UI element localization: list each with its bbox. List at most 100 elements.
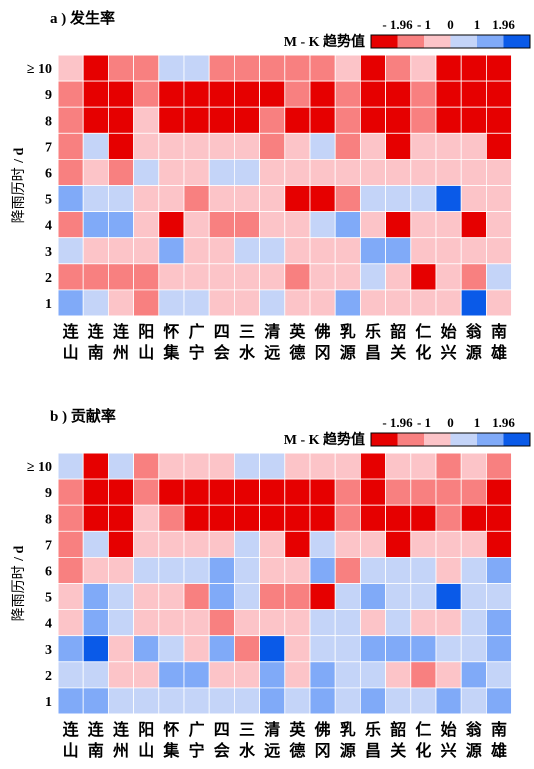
heatmap-cell xyxy=(334,687,361,715)
y-tick-label: ≥ 10 xyxy=(27,460,52,475)
legend-frame xyxy=(370,34,531,49)
y-axis-label: 降雨历时 / d xyxy=(11,147,27,223)
heatmap-cell xyxy=(208,132,235,160)
x-tick-label: 仁 xyxy=(415,720,431,739)
heatmap-cell xyxy=(309,289,336,317)
y-tick-label: 1 xyxy=(45,695,52,710)
heatmap-cell xyxy=(435,478,462,506)
heatmap-cell xyxy=(284,609,311,637)
heatmap-cell xyxy=(158,583,185,611)
heatmap-cell xyxy=(410,158,437,186)
heatmap-cell xyxy=(309,687,336,715)
heatmap-cell xyxy=(108,530,135,558)
heatmap-cell xyxy=(485,635,512,663)
x-tick-label: 集 xyxy=(162,741,180,760)
x-tick-label: 乐 xyxy=(365,322,381,341)
heatmap-cell xyxy=(435,530,462,558)
grid-frame xyxy=(57,54,513,317)
heatmap-cell xyxy=(208,237,235,265)
heatmap-cell xyxy=(208,687,235,715)
heatmap-cell xyxy=(385,54,412,82)
heatmap-cell xyxy=(133,80,160,108)
heatmap-cell xyxy=(410,504,437,532)
heatmap-panel-b: b ) 贡献率 - 1.96 - 1 0 1 1.96 M - K 趋势值 ≥ 10 9 8 7 6 5… xyxy=(11,407,531,760)
x-tick-label: 冈 xyxy=(315,741,331,760)
heatmap-cell xyxy=(133,263,160,291)
x-tick-label: 南 xyxy=(491,322,507,341)
heatmap-cell xyxy=(435,106,462,134)
heatmap-cell xyxy=(485,452,512,480)
x-tick-label: 清 xyxy=(264,322,280,341)
panel-title: a ) 发生率 xyxy=(50,9,115,27)
heatmap-cell xyxy=(158,661,185,689)
y-axis-label: 降雨历时 / d xyxy=(11,545,27,621)
x-tick-label: 四 xyxy=(214,322,230,341)
heatmap-cell xyxy=(485,504,512,532)
heatmap-cell xyxy=(183,211,210,239)
heatmap-cell xyxy=(108,132,135,160)
x-tick-label: 宁 xyxy=(189,343,205,362)
heatmap-cell xyxy=(233,530,260,558)
x-tick-label: 乳 xyxy=(340,720,356,739)
heatmap-cell xyxy=(410,635,437,663)
heatmap-cell xyxy=(284,557,311,584)
heatmap-cell xyxy=(183,158,210,186)
heatmap-cell xyxy=(385,263,412,291)
heatmap-cell xyxy=(108,158,135,186)
heatmap-cell xyxy=(158,158,185,186)
heatmap-cell xyxy=(208,211,235,239)
heatmap-cell xyxy=(133,185,160,213)
heatmap-cell xyxy=(284,635,311,663)
heatmap-cell xyxy=(435,452,462,480)
heatmap-cell xyxy=(233,452,260,480)
heatmap-cell xyxy=(82,452,109,480)
legend-tick-label: - 1.96 xyxy=(382,415,413,430)
heatmap-cell xyxy=(410,211,437,239)
heatmap-cell xyxy=(309,530,336,558)
heatmap-cell xyxy=(208,452,235,480)
heatmap-cell xyxy=(57,583,84,611)
heatmap-cell xyxy=(334,635,361,663)
heatmap-cell xyxy=(158,635,185,663)
x-tick-label: 怀 xyxy=(163,720,179,739)
heatmap-cell xyxy=(359,557,386,584)
heatmap-cell xyxy=(309,583,336,611)
heatmap-cell xyxy=(82,106,109,134)
heatmap-cell xyxy=(233,211,260,239)
heatmap-cell xyxy=(309,80,336,108)
y-tick-label: 5 xyxy=(45,591,52,606)
heatmap-cell xyxy=(309,661,336,689)
legend-swatch xyxy=(450,433,477,446)
heatmap-cell xyxy=(82,609,109,637)
y-tick-label: 4 xyxy=(45,219,52,234)
heatmap-cell xyxy=(309,557,336,584)
heatmap-cell xyxy=(410,687,437,715)
heatmap-cell xyxy=(334,478,361,506)
heatmap-cell xyxy=(410,583,437,611)
heatmap-cell xyxy=(82,211,109,239)
heatmap-cell xyxy=(259,211,286,239)
legend-title-cjk: 趋势值 xyxy=(323,431,365,448)
heatmap-cell xyxy=(57,687,84,715)
heatmap-cell xyxy=(435,132,462,160)
heatmap-cell xyxy=(259,609,286,637)
heatmap-cell xyxy=(133,158,160,186)
heatmap-cell xyxy=(485,80,512,108)
heatmap-cell xyxy=(57,237,84,265)
heatmap-cell xyxy=(82,289,109,317)
heatmap-cell xyxy=(334,557,361,584)
x-tick-label: 四 xyxy=(214,720,230,739)
heatmap-cell xyxy=(410,185,437,213)
heatmap-cell xyxy=(133,289,160,317)
heatmap-cell xyxy=(57,557,84,584)
x-tick-label: 连 xyxy=(113,720,130,739)
x-tick-label: 德 xyxy=(289,343,305,362)
heatmap-cell xyxy=(233,185,260,213)
heatmap-cell xyxy=(435,635,462,663)
x-tick-label: 山 xyxy=(63,343,79,362)
heatmap-cell xyxy=(208,158,235,186)
heatmap-cell xyxy=(284,158,311,186)
heatmap-cell xyxy=(158,106,185,134)
x-tick-label: 乳 xyxy=(340,322,356,341)
x-tick-label: 佛 xyxy=(314,720,331,739)
